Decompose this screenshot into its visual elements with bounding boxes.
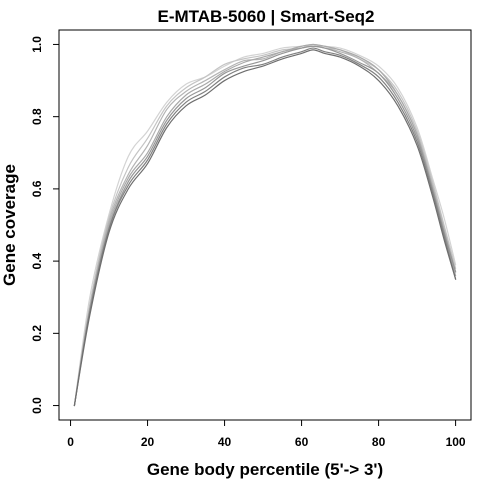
series-group xyxy=(73,43,457,407)
series-line-6 xyxy=(73,47,457,407)
y-tick-label: 1.0 xyxy=(30,36,44,53)
series-line-2 xyxy=(73,43,457,407)
y-tick-label: 0.4 xyxy=(30,252,44,269)
x-axis: 0 20 40 60 80 100 xyxy=(67,420,466,449)
y-tick-label: 0.2 xyxy=(30,325,44,342)
chart-title: E-MTAB-5060 | Smart-Seq2 xyxy=(158,7,375,26)
y-tick-label: 0.0 xyxy=(30,397,44,414)
y-tick-label: 0.8 xyxy=(30,108,44,125)
x-tick-label: 0 xyxy=(67,435,74,449)
x-axis-label: Gene body percentile (5'-> 3') xyxy=(147,460,383,479)
series-line-7 xyxy=(73,49,457,407)
x-tick-label: 40 xyxy=(218,435,232,449)
y-tick-label: 0.6 xyxy=(30,180,44,197)
series-line-5 xyxy=(73,45,457,407)
series-line-1 xyxy=(73,43,457,407)
series-line-4 xyxy=(73,43,457,407)
x-tick-label: 60 xyxy=(295,435,309,449)
y-axis-label: Gene coverage xyxy=(0,164,19,286)
x-tick-label: 80 xyxy=(372,435,386,449)
y-axis: 0.0 0.2 0.4 0.6 0.8 1.0 xyxy=(30,36,59,414)
x-tick-label: 20 xyxy=(141,435,155,449)
plot-frame xyxy=(58,29,472,421)
x-tick-label: 100 xyxy=(446,435,466,449)
